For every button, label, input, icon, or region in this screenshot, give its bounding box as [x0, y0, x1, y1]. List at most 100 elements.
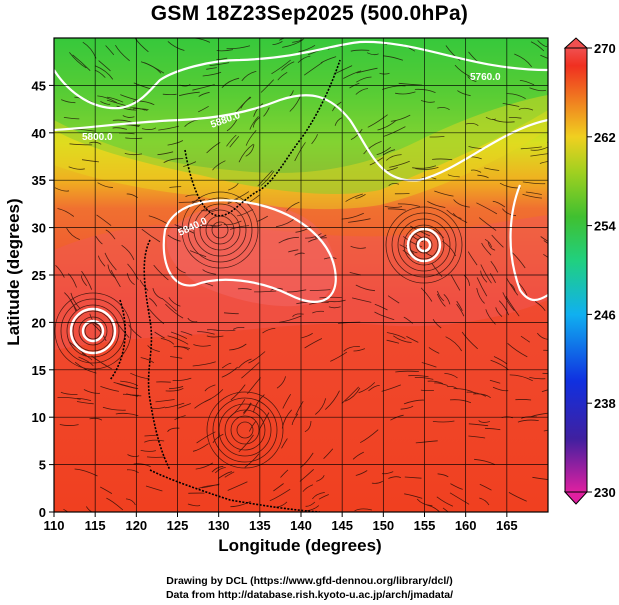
streamline — [445, 336, 463, 352]
streamline — [432, 420, 455, 423]
streamline — [295, 400, 304, 416]
streamline — [437, 290, 445, 302]
streamline — [491, 234, 504, 248]
streamline — [305, 505, 320, 512]
streamline — [70, 292, 81, 310]
y-tick-label: 25 — [32, 268, 46, 283]
streamline — [63, 508, 69, 512]
streamline — [389, 160, 410, 168]
streamline — [100, 486, 113, 494]
streamline — [98, 255, 106, 267]
streamline — [388, 183, 400, 187]
colorbar-tick-label: 262 — [594, 130, 616, 145]
streamline — [309, 289, 331, 291]
streamline — [415, 167, 439, 170]
streamline — [198, 105, 209, 113]
streamline — [356, 76, 372, 83]
streamline — [278, 236, 299, 244]
streamline — [292, 38, 305, 43]
streamline — [387, 295, 400, 304]
streamline — [495, 307, 503, 317]
streamline — [133, 100, 155, 106]
streamline — [363, 140, 382, 155]
streamline — [210, 224, 223, 227]
colorbar-tick-label: 238 — [594, 396, 616, 411]
streamline — [386, 332, 406, 340]
streamline — [282, 39, 304, 48]
streamline — [77, 397, 92, 401]
streamline — [245, 144, 255, 157]
streamline — [226, 134, 237, 147]
streamline — [489, 379, 501, 384]
streamline — [70, 300, 78, 311]
streamline — [133, 463, 151, 468]
streamline — [436, 496, 454, 507]
streamline — [170, 356, 183, 359]
streamline — [254, 290, 277, 293]
x-tick-label: 130 — [208, 518, 230, 533]
streamline — [196, 431, 216, 444]
contour-label: 5800.0 — [82, 132, 113, 143]
streamline — [112, 127, 127, 130]
streamline — [461, 331, 478, 350]
streamline — [100, 386, 119, 392]
streamline — [382, 149, 396, 156]
streamline — [432, 228, 444, 239]
streamline — [102, 406, 126, 411]
streamline — [68, 166, 85, 170]
streamline — [529, 376, 546, 380]
streamline — [81, 159, 99, 163]
streamline — [467, 76, 477, 82]
x-tick-label: 165 — [496, 518, 518, 533]
streamline — [463, 274, 470, 286]
streamline — [263, 107, 270, 117]
streamline — [352, 451, 364, 460]
streamline — [400, 405, 414, 410]
colorbar: 270 262 254 246 238 230 — [563, 37, 616, 505]
streamline — [529, 87, 547, 92]
streamline — [385, 206, 463, 284]
streamline — [69, 143, 93, 146]
streamline — [121, 244, 135, 261]
streamline — [518, 107, 534, 111]
streamline — [350, 49, 370, 52]
streamline — [282, 393, 292, 409]
streamline — [229, 343, 247, 351]
credit-drawing: Drawing by DCL (https://www.gfd-dennou.o… — [166, 575, 453, 587]
streamline — [355, 284, 376, 292]
streamline — [437, 473, 449, 478]
streamline — [204, 384, 216, 392]
streamline — [429, 136, 445, 138]
streamline — [312, 492, 325, 500]
streamline — [144, 62, 165, 74]
x-tick-label: 115 — [85, 518, 106, 533]
streamline — [315, 398, 327, 415]
streamline — [382, 85, 406, 90]
x-tick-label: 145 — [331, 518, 353, 533]
streamline — [305, 501, 316, 507]
streamline — [434, 382, 448, 386]
streamline — [484, 427, 501, 431]
streamline — [502, 103, 520, 107]
streamline — [110, 269, 121, 288]
streamline — [69, 52, 87, 69]
streamline — [116, 105, 137, 111]
streamline — [316, 475, 325, 482]
streamline — [320, 56, 337, 64]
streamline — [341, 212, 364, 220]
streamline — [127, 454, 140, 458]
streamline — [468, 435, 486, 439]
streamline — [55, 264, 65, 278]
streamline — [428, 347, 440, 354]
streamline — [189, 250, 207, 258]
streamline — [202, 71, 222, 77]
streamline — [157, 151, 174, 156]
streamline — [133, 82, 152, 90]
streamline — [98, 60, 111, 72]
streamline — [531, 412, 548, 417]
y-tick-label: 35 — [32, 173, 46, 188]
streamline — [252, 116, 261, 128]
streamline — [485, 116, 497, 121]
x-tick-label: 150 — [372, 518, 394, 533]
streamline — [449, 492, 470, 505]
